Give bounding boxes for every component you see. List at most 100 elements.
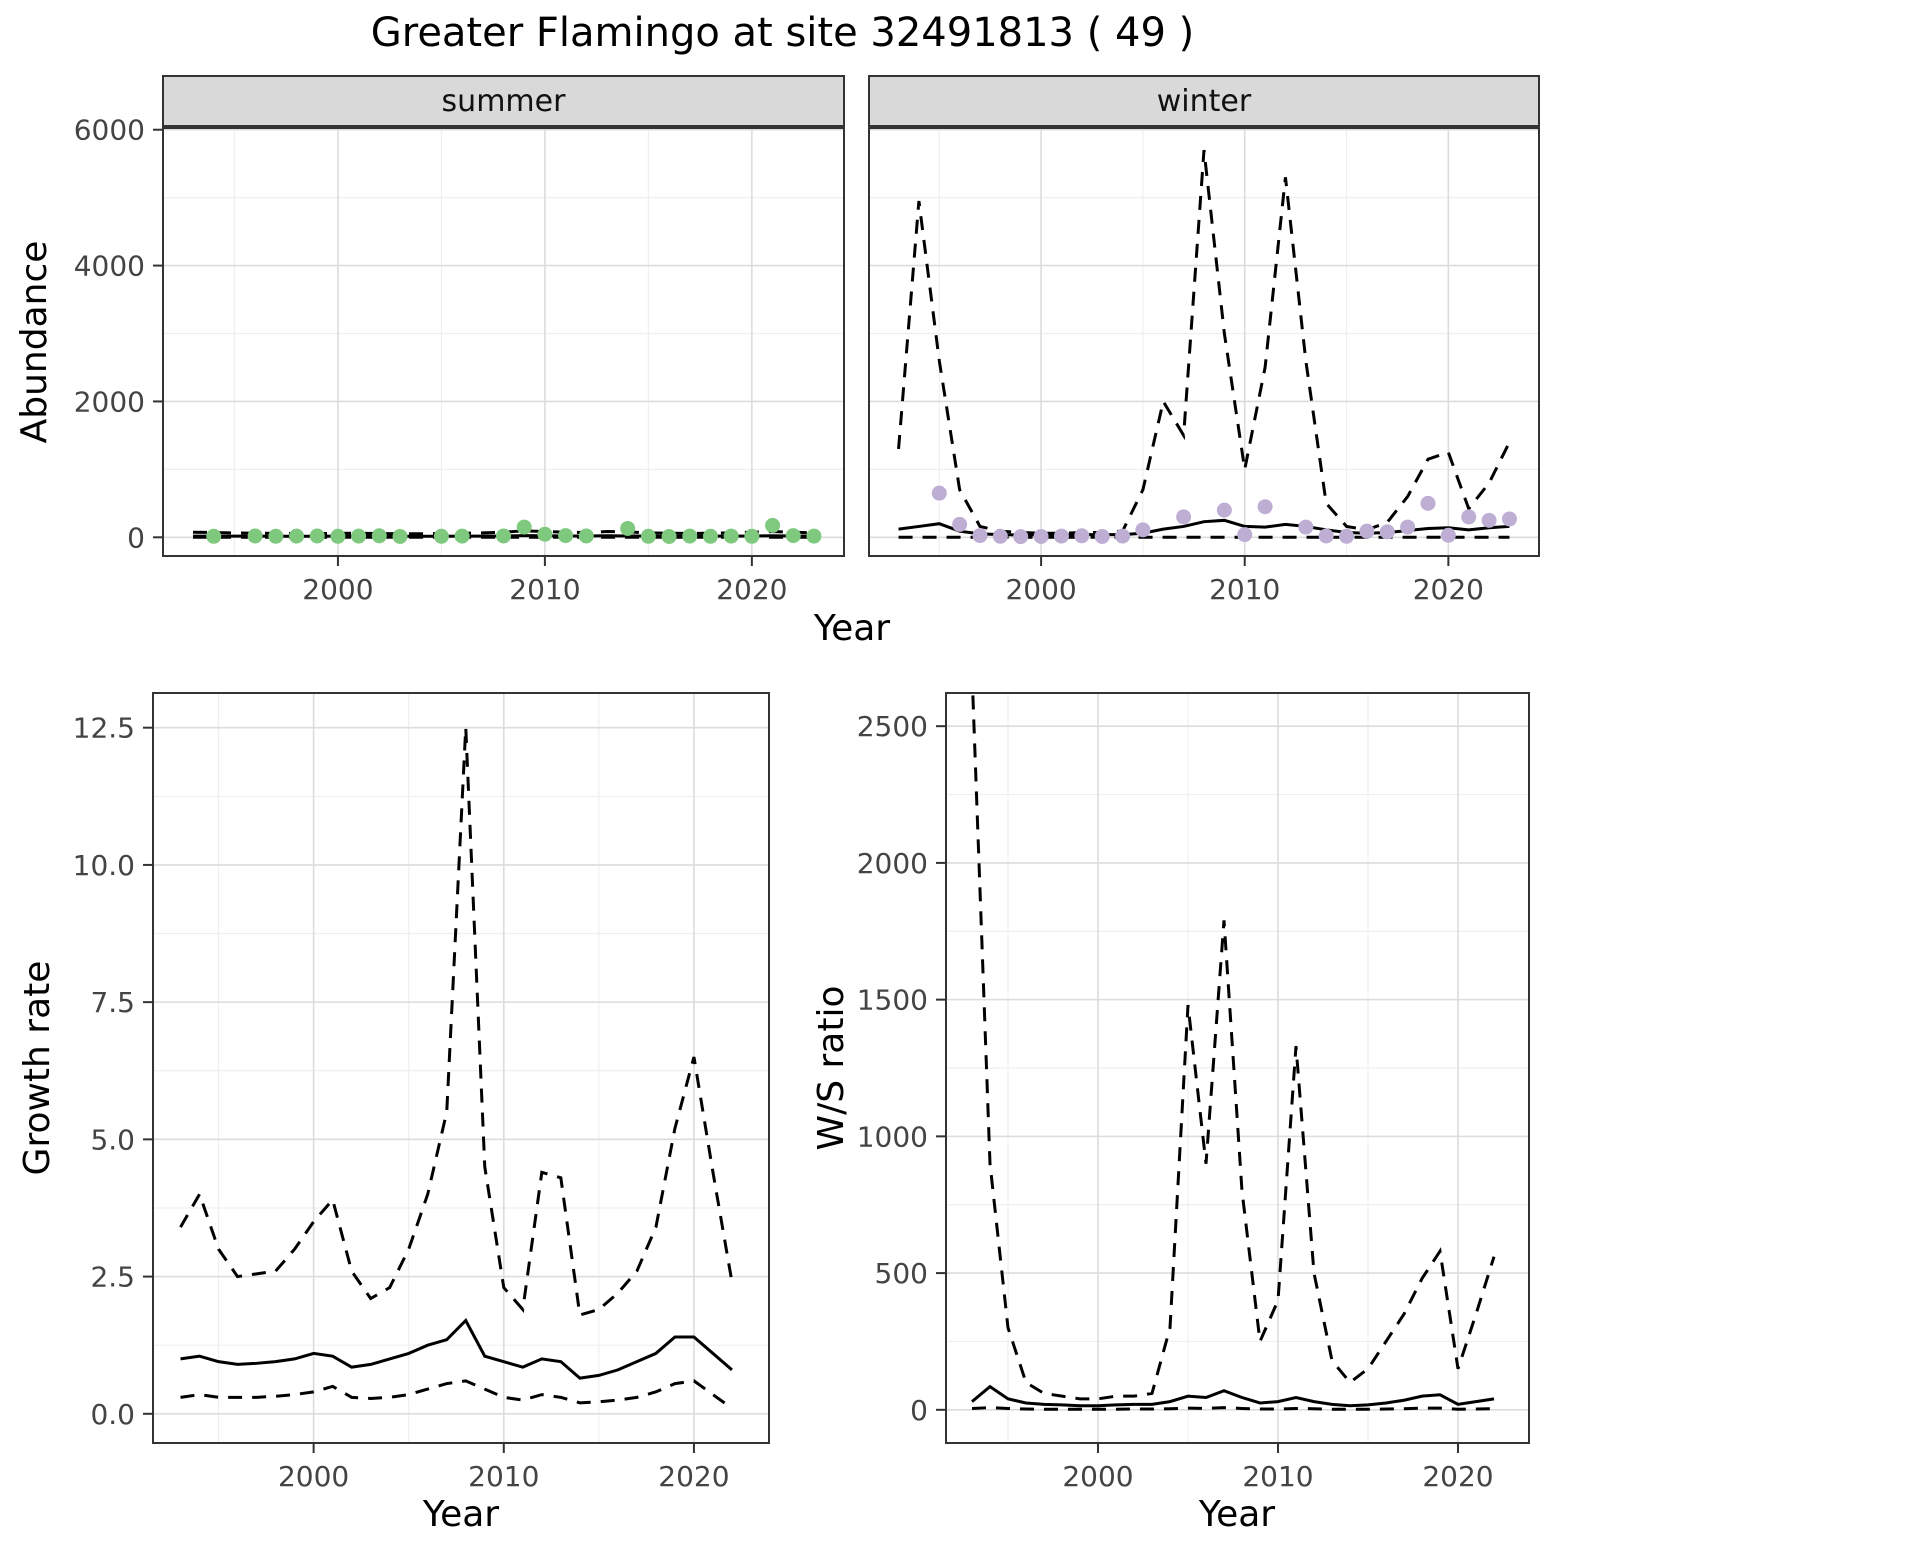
- data-point: [1318, 528, 1334, 544]
- data-point: [1461, 509, 1477, 525]
- data-point: [702, 528, 718, 544]
- data-point: [1379, 524, 1395, 540]
- chart-svg-abundance-summer: 2000 2010 2020 0 2000 4000 6000: [74, 114, 845, 606]
- data-point: [682, 528, 698, 544]
- data-point: [558, 528, 574, 544]
- data-point: [640, 528, 656, 544]
- data-point: [351, 528, 367, 544]
- panel-background: [162, 127, 845, 557]
- panel-abundance-winter: 2000 2010 2020: [868, 127, 1540, 606]
- data-point: [744, 528, 760, 544]
- data-point: [1339, 528, 1355, 544]
- data-point: [206, 528, 222, 544]
- data-point: [1094, 528, 1110, 544]
- data-point: [1013, 529, 1029, 545]
- fit-mean-line: [971, 1384, 1495, 1408]
- y-tick-label: 2000: [74, 385, 145, 418]
- data-point: [1400, 519, 1416, 535]
- data-point: [516, 519, 532, 535]
- data-point: [723, 528, 739, 544]
- facet-strip-winter: winter: [868, 75, 1540, 127]
- data-point: [1420, 495, 1436, 511]
- figure-title: Greater Flamingo at site 32491813 ( 49 ): [370, 10, 1195, 56]
- data-point: [785, 528, 801, 544]
- data-point: [1074, 528, 1090, 544]
- x-axis-label-year-ws: Year: [1198, 1494, 1276, 1535]
- panel-background: [152, 692, 770, 1444]
- data-point: [1033, 528, 1049, 544]
- data-point: [765, 517, 781, 533]
- y-tick-label: 5.0: [90, 1123, 135, 1156]
- data-point: [309, 528, 325, 544]
- y-tick-label: 1500: [857, 984, 928, 1017]
- data-point: [1359, 523, 1375, 539]
- x-tick-label: 2020: [716, 573, 787, 606]
- fit-mean-line: [180, 1317, 733, 1380]
- y-tick-label: 10.0: [73, 849, 135, 882]
- panel-border: [945, 692, 1530, 1444]
- y-tick-label: 0: [910, 1394, 928, 1427]
- data-point: [371, 528, 387, 544]
- y-tick-label: 0.0: [90, 1398, 135, 1431]
- data-point: [661, 528, 677, 544]
- x-tick-label: 2020: [1422, 1460, 1493, 1493]
- y-tick-label: 12.5: [73, 712, 135, 745]
- x-tick-label: 2010: [468, 1460, 539, 1493]
- x-tick-label: 2010: [1209, 573, 1280, 606]
- data-point: [1176, 509, 1192, 525]
- data-point: [931, 485, 947, 501]
- y-tick-label: 4000: [74, 250, 145, 283]
- y-tick-label: 2.5: [90, 1261, 135, 1294]
- y-tick-label: 500: [875, 1257, 928, 1290]
- data-point: [330, 528, 346, 544]
- panel-abundance-summer: 2000 2010 2020 0 2000 4000 6000: [74, 114, 845, 606]
- data-point: [1481, 512, 1497, 528]
- data-point: [433, 528, 449, 544]
- facet-strip-summer: summer: [162, 75, 845, 127]
- x-tick-label: 2010: [509, 573, 580, 606]
- data-point: [496, 528, 511, 544]
- x-axis-label-year-top: Year: [813, 608, 891, 649]
- ci-upper-line: [179, 727, 734, 1317]
- y-tick-label: 6000: [74, 114, 145, 147]
- y-axis-label-ws-ratio: W/S ratio: [811, 985, 852, 1151]
- x-tick-label: 2000: [1062, 1460, 1133, 1493]
- data-point: [1440, 527, 1456, 543]
- x-tick-label: 2020: [1413, 573, 1484, 606]
- data-point: [537, 526, 553, 542]
- panel-ws-ratio: 2000 2010 2020 0 500 1000 1500 2000 2500: [857, 692, 1530, 1493]
- data-point: [1115, 528, 1131, 544]
- y-tick-label: 2000: [857, 847, 928, 880]
- ci-upper-line: [971, 692, 1496, 1401]
- data-point: [952, 516, 968, 532]
- panel-background: [868, 127, 1540, 557]
- data-point: [268, 528, 284, 544]
- x-tick-label: 2020: [658, 1460, 729, 1493]
- data-point: [992, 528, 1008, 544]
- y-axis-label-growth-rate: Growth rate: [17, 960, 58, 1176]
- chart-data-layer: [971, 692, 1496, 1411]
- ci-lower-line: [971, 1406, 1495, 1411]
- data-point: [620, 520, 636, 536]
- data-point: [1135, 522, 1151, 538]
- data-point: [1501, 511, 1517, 527]
- panel-border: [152, 692, 770, 1444]
- y-tick-label: 1000: [857, 1120, 928, 1153]
- chart-data-layer: [193, 517, 822, 544]
- panel-border: [868, 127, 1540, 557]
- data-point: [247, 528, 263, 544]
- x-tick-label: 2000: [1005, 573, 1076, 606]
- data-point: [1053, 528, 1069, 544]
- data-point: [972, 528, 988, 544]
- data-point: [578, 528, 594, 544]
- y-tick-label: 7.5: [90, 986, 135, 1019]
- chart-svg-abundance-winter: 2000 2010 2020: [868, 127, 1540, 606]
- panel-border: [162, 127, 845, 557]
- y-axis-label-abundance: Abundance: [14, 240, 55, 444]
- x-tick-label: 2000: [278, 1460, 349, 1493]
- data-point: [454, 528, 470, 544]
- panel-growth-rate: 2000 2010 2020 0.0 2.5 5.0 7.5 10.0 12.5: [73, 692, 770, 1493]
- data-point: [1216, 502, 1232, 518]
- data-point: [392, 528, 408, 544]
